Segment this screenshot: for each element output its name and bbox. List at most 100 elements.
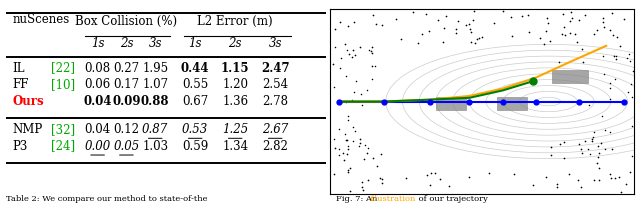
Point — [335, 20, 345, 23]
Point — [354, 144, 364, 148]
Point — [451, 31, 461, 35]
Point — [334, 153, 344, 157]
Point — [592, 29, 602, 32]
Point — [516, 14, 527, 17]
Point — [377, 181, 387, 185]
Point — [589, 130, 599, 134]
Point — [623, 91, 633, 94]
Text: NMP: NMP — [13, 123, 43, 136]
Point — [605, 97, 616, 101]
Point — [570, 32, 580, 35]
Point — [452, 19, 463, 23]
Point — [627, 125, 637, 128]
Point — [340, 139, 351, 142]
Point — [609, 54, 620, 58]
Point — [577, 151, 587, 154]
Point — [339, 158, 349, 162]
Point — [375, 176, 385, 179]
Point — [334, 147, 344, 151]
Point — [464, 176, 474, 179]
Point — [529, 183, 539, 187]
Point — [347, 55, 357, 59]
Text: 1s: 1s — [91, 37, 104, 50]
Point — [564, 172, 574, 175]
Text: 0.06: 0.06 — [84, 78, 111, 91]
Point — [605, 28, 615, 32]
Text: 0.88: 0.88 — [141, 95, 170, 108]
Point — [334, 127, 344, 131]
Point — [348, 139, 358, 142]
Point — [506, 15, 516, 18]
Point — [594, 178, 604, 181]
Point — [593, 166, 604, 170]
Point — [330, 146, 340, 150]
Point — [598, 16, 608, 20]
Point — [342, 152, 352, 156]
Point — [438, 40, 448, 43]
Point — [328, 85, 339, 89]
Text: 2.47: 2.47 — [261, 62, 289, 75]
Point — [464, 22, 474, 25]
Point — [468, 19, 479, 22]
Point — [559, 156, 570, 160]
Point — [343, 171, 353, 174]
Point — [546, 153, 556, 157]
Point — [595, 151, 605, 154]
Text: 0.08: 0.08 — [84, 62, 111, 75]
Point — [372, 164, 382, 167]
Point — [593, 155, 604, 159]
Point — [552, 185, 563, 188]
Text: [32]: [32] — [51, 123, 76, 136]
Point — [364, 48, 374, 52]
Text: 0.09: 0.09 — [112, 95, 141, 108]
Point — [367, 64, 378, 67]
Point — [362, 88, 372, 92]
Point — [542, 16, 552, 20]
Point — [610, 176, 620, 179]
Point — [348, 49, 358, 52]
Point — [363, 178, 373, 181]
Text: 0.17: 0.17 — [113, 78, 140, 91]
Point — [358, 188, 369, 192]
Point — [367, 51, 377, 55]
Point — [625, 171, 636, 174]
Point — [557, 32, 567, 36]
Point — [344, 189, 355, 193]
Point — [580, 13, 591, 17]
Point — [600, 147, 611, 151]
Point — [426, 172, 436, 175]
Text: 1.20: 1.20 — [222, 78, 248, 91]
Point — [348, 125, 358, 129]
Point — [616, 191, 627, 194]
Text: 2.78: 2.78 — [262, 95, 288, 108]
Point — [574, 19, 584, 22]
Text: 0.67: 0.67 — [182, 95, 209, 108]
Point — [589, 178, 599, 182]
Point — [355, 46, 365, 49]
Point — [371, 22, 381, 26]
Point — [586, 140, 596, 143]
Point — [535, 36, 545, 40]
Point — [605, 130, 615, 133]
Point — [615, 44, 625, 48]
Text: 0.00: 0.00 — [84, 140, 111, 152]
Point — [627, 154, 637, 157]
Text: P3: P3 — [13, 140, 28, 152]
Text: 0.04: 0.04 — [83, 95, 112, 108]
Point — [584, 103, 594, 107]
Point — [598, 20, 609, 23]
Point — [543, 21, 554, 25]
Point — [627, 96, 637, 99]
Point — [607, 147, 617, 151]
Point — [422, 173, 432, 177]
Point — [362, 151, 372, 155]
Point — [421, 12, 431, 16]
Point — [330, 45, 340, 49]
Point — [472, 37, 483, 41]
Text: [24]: [24] — [51, 140, 76, 152]
Point — [625, 83, 636, 86]
Text: 1.95: 1.95 — [142, 62, 168, 75]
Point — [577, 47, 588, 51]
Point — [575, 185, 586, 189]
Point — [435, 177, 445, 181]
